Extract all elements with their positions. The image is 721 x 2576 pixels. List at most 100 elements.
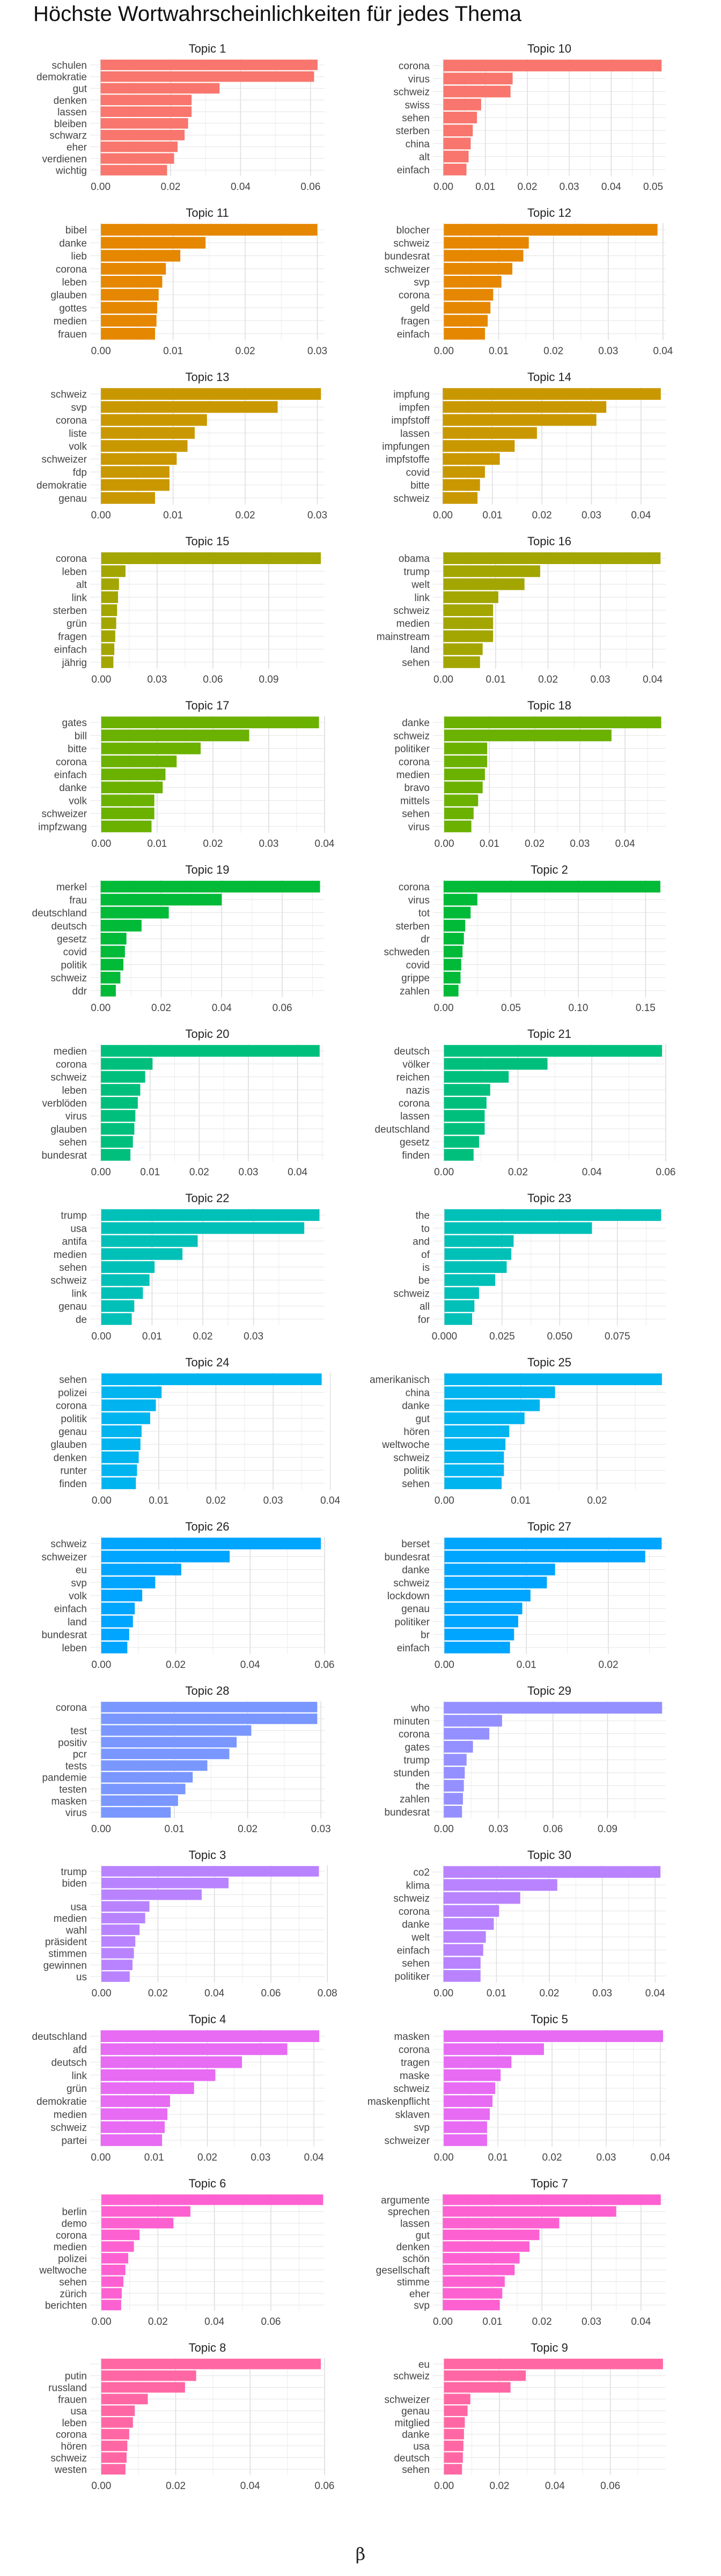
bar (100, 2121, 165, 2133)
category-label: medien (54, 1046, 87, 1057)
x-tick-label: 0.06 (273, 1002, 292, 1014)
bar (100, 984, 116, 997)
category-label: schweiz (50, 2453, 87, 2464)
category-label: verblöden (42, 1098, 87, 1109)
bar (443, 466, 485, 478)
x-tick-label: 0.08 (318, 1988, 337, 1999)
bar (101, 388, 321, 400)
category-label: positiv (58, 1737, 87, 1748)
bar (101, 2440, 128, 2451)
bar (101, 479, 170, 491)
category-label: stimmen (48, 1949, 87, 1960)
category-label: volk (69, 1591, 87, 1602)
category-label: swiss (405, 100, 430, 111)
category-label: grün (67, 2083, 87, 2095)
x-tick-label: 0.03 (560, 181, 579, 193)
bar (101, 1477, 136, 1489)
bar (101, 1071, 145, 1083)
facet-panel: Topic 7argumentesprechenlassengutdenkens… (376, 2177, 666, 2328)
category-label: nazis (406, 1085, 430, 1096)
category-label: demokratie (36, 480, 87, 492)
category-label: zahlen (400, 986, 430, 997)
x-tick-label: 0.00 (91, 674, 111, 685)
category-label: trump (61, 1867, 87, 1878)
x-tick-label: 0.04 (240, 2480, 260, 2492)
bar (443, 656, 480, 668)
bar (444, 769, 485, 780)
category-label: schweiz (393, 2083, 430, 2095)
category-label: grün (67, 618, 87, 630)
bar (101, 2288, 122, 2299)
category-label: schweiz (393, 2371, 430, 2382)
bar (443, 643, 483, 655)
category-label: hören (61, 2441, 87, 2453)
x-tick-label: 0.06 (261, 1988, 281, 1999)
x-tick-label: 0.01 (144, 2152, 164, 2163)
bar (444, 327, 485, 340)
category-label: weltwoche (39, 2265, 87, 2277)
bar (444, 1805, 462, 1818)
bar (100, 94, 192, 106)
bar (101, 820, 152, 832)
bar (444, 2428, 464, 2440)
bar (101, 617, 116, 630)
bar (443, 112, 477, 123)
category-label: covid (63, 947, 87, 958)
category-label: test (70, 1726, 87, 1737)
category-label: svp (71, 1578, 87, 1589)
bar (101, 742, 201, 755)
facet-title: Topic 14 (527, 370, 571, 384)
x-tick-label: 0.050 (547, 1331, 573, 1342)
bar (444, 1373, 662, 1386)
bar (100, 958, 124, 971)
category-label: sterben (396, 921, 430, 932)
x-tick-label: 0.04 (545, 2480, 565, 2492)
bar (101, 1795, 178, 1806)
bar (101, 1959, 133, 1971)
bar (443, 2206, 616, 2217)
bar (444, 2108, 490, 2120)
x-tick-label: 0.01 (482, 2316, 502, 2328)
category-label: us (76, 1972, 87, 1983)
category-label: politik (61, 1414, 87, 1425)
bar (443, 479, 480, 491)
bar (100, 881, 320, 893)
category-label: putin (65, 2371, 87, 2382)
category-label: deutsch (394, 1046, 430, 1057)
category-label: finden (59, 1479, 87, 1490)
category-label: sehen (402, 2464, 430, 2476)
x-tick-label: 0.02 (599, 1659, 619, 1671)
bar (100, 165, 167, 175)
bar (101, 807, 154, 819)
bar (444, 1550, 645, 1563)
x-tick-label: 0.02 (538, 674, 558, 685)
bar (443, 578, 525, 590)
bar (444, 1071, 509, 1083)
bar (101, 630, 115, 642)
bar (443, 1905, 499, 1917)
category-label: schweiz (50, 1275, 87, 1286)
bar (444, 1148, 474, 1161)
bar (101, 1425, 142, 1437)
category-label: corona (56, 264, 87, 275)
facet-title: Topic 8 (189, 2341, 226, 2354)
x-tick-label: 0.04 (643, 674, 663, 685)
bar (101, 2428, 129, 2440)
x-tick-label: 0.02 (197, 2152, 217, 2163)
bar (101, 1877, 229, 1889)
facet-panel: Topic 11 bibel danke lieb corona leben glauben… (50, 206, 327, 357)
bar (443, 604, 494, 616)
bar (444, 971, 461, 984)
bar (101, 1936, 136, 1947)
bar (101, 1590, 143, 1601)
bar (444, 1287, 479, 1299)
bar (444, 1464, 504, 1476)
bar (100, 2056, 242, 2068)
category-label: of (421, 1249, 430, 1261)
facet-title: Topic 2 (531, 863, 568, 876)
bar (444, 1538, 662, 1550)
bar (444, 1300, 475, 1312)
bar (444, 729, 612, 742)
category-label: lassen (400, 2219, 430, 2230)
category-label: sehen (402, 657, 430, 669)
